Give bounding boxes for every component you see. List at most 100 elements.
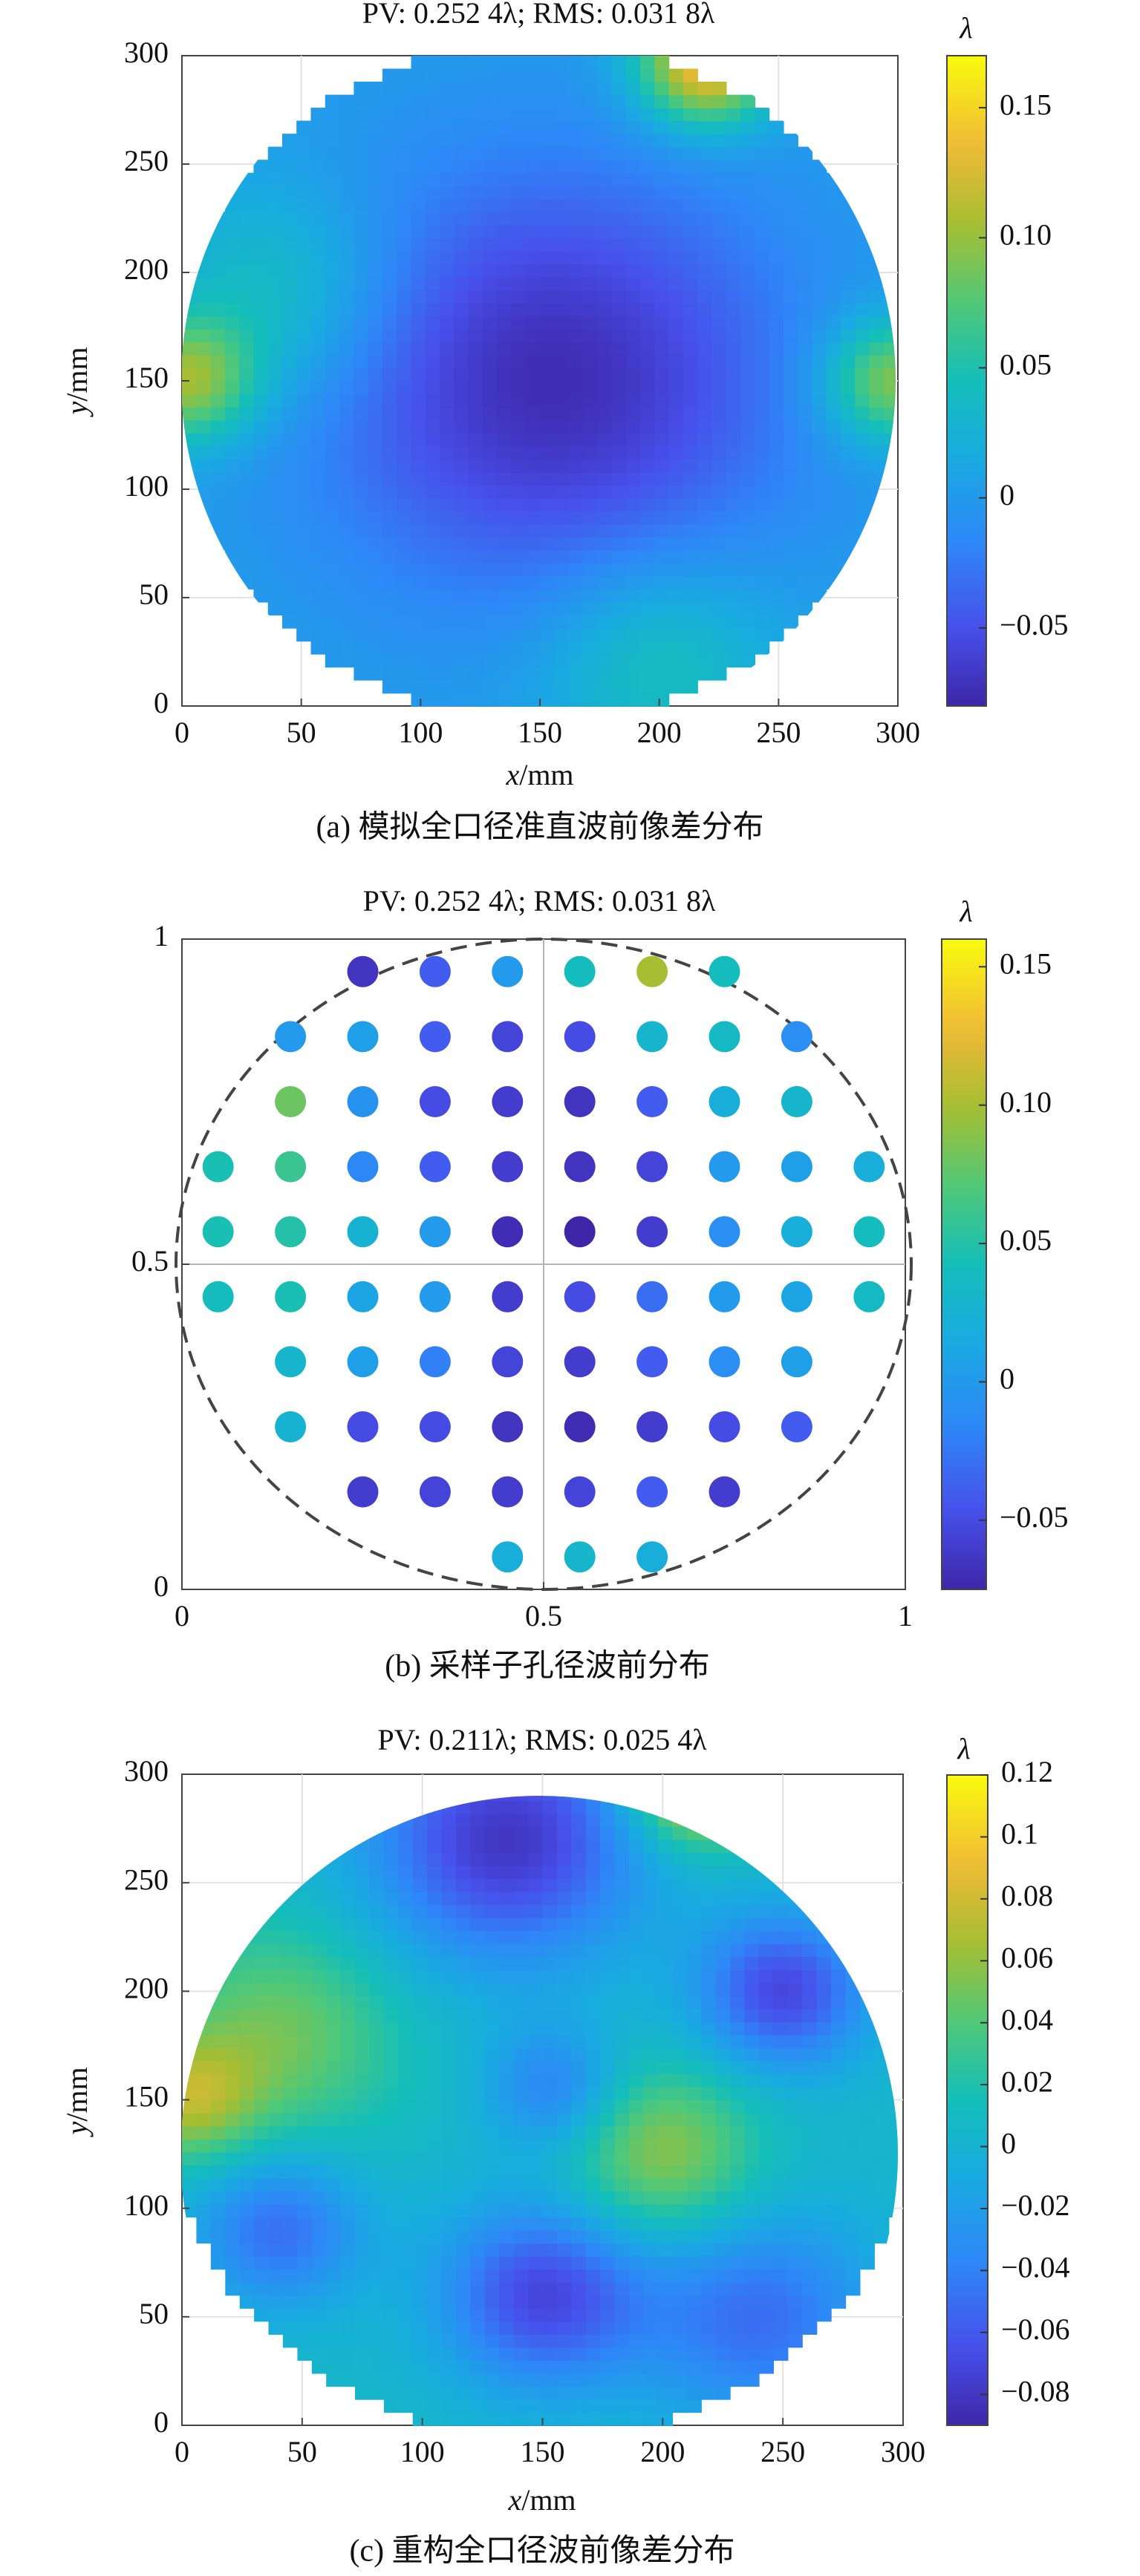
panel-a-field-cell xyxy=(511,680,527,694)
panel-a-field-cell xyxy=(654,160,670,174)
panel-a-field-cell xyxy=(554,302,570,317)
panel-a-field-cell xyxy=(468,94,483,108)
panel-a-field-cell xyxy=(755,485,770,499)
panel-c-field-cell xyxy=(470,2060,486,2075)
panel-a-field-cell xyxy=(711,355,727,369)
panel-a-field-cell xyxy=(310,341,326,356)
panel-c-field-cell xyxy=(787,2334,803,2348)
panel-a-field-cell xyxy=(339,108,355,122)
panel-a-y-tick-label: 150 xyxy=(124,361,169,394)
panel-a-field-cell xyxy=(625,575,641,590)
panel-a-field-cell xyxy=(597,497,613,511)
panel-a-field-cell xyxy=(339,615,355,629)
panel-a-field-cell xyxy=(582,302,598,317)
panel-c-field-cell xyxy=(210,2203,226,2218)
panel-c-field-cell xyxy=(528,1813,544,1827)
panel-a-field-cell xyxy=(697,120,713,134)
panel-a-field-cell xyxy=(711,198,727,212)
panel-c-field-cell xyxy=(802,2087,818,2101)
panel-c-field-cell xyxy=(513,1865,529,1880)
panel-a-field-cell xyxy=(582,316,598,330)
panel-a-field-cell xyxy=(253,445,269,460)
panel-c-field-cell xyxy=(326,1865,342,1880)
panel-c-x-tick-label: 250 xyxy=(760,2435,805,2468)
panel-a-field-cell xyxy=(267,198,283,212)
panel-c-field-cell xyxy=(816,2047,832,2062)
panel-c-field-cell xyxy=(254,2047,270,2062)
panel-a-field-cell xyxy=(597,693,613,707)
panel-c-field-cell xyxy=(369,1852,385,1866)
panel-c-field-cell xyxy=(369,2139,385,2153)
panel-c-field-cell xyxy=(383,1878,400,1892)
panel-c-x-tick-label: 0 xyxy=(175,2435,189,2468)
panel-c-field-cell xyxy=(340,1944,356,1958)
panel-a-field-cell xyxy=(525,497,541,511)
panel-a-field-cell xyxy=(826,367,841,382)
panel-a-field-cell xyxy=(540,198,556,212)
panel-c-field-cell xyxy=(427,2113,443,2127)
panel-c-field-cell xyxy=(600,1930,616,1944)
panel-a-field-cell xyxy=(411,549,426,564)
panel-a-field-cell xyxy=(440,419,455,434)
panel-a-field-cell xyxy=(354,212,369,226)
panel-c-field-cell xyxy=(758,2125,774,2139)
panel-a-field-cell xyxy=(425,56,440,70)
panel-c-field-cell xyxy=(528,2177,544,2191)
panel-c-field-cell xyxy=(456,2243,472,2257)
panel-c-field-cell xyxy=(513,2373,529,2387)
panel-a-field-cell xyxy=(325,212,340,226)
panel-c-field-cell xyxy=(614,1878,630,1892)
panel-c-field-cell xyxy=(225,2203,241,2218)
panel-c-field-cell xyxy=(441,2217,457,2231)
panel-a-field-cell xyxy=(554,120,570,134)
panel-c-field-cell xyxy=(355,1878,371,1892)
panel-a-field-cell xyxy=(325,497,340,511)
panel-c-field-cell xyxy=(513,1839,529,1853)
panel-a-field-cell xyxy=(711,407,727,421)
panel-c-field-cell xyxy=(845,2191,861,2205)
panel-c-field-cell xyxy=(816,2008,832,2022)
panel-c-field-cell xyxy=(686,2203,702,2218)
panel-a-field-cell xyxy=(855,485,870,499)
panel-a-field-cell xyxy=(683,523,698,537)
panel-b-subaperture-point xyxy=(709,1021,740,1053)
panel-a-field-cell xyxy=(525,186,541,200)
panel-c-field-cell xyxy=(398,2073,414,2088)
panel-b-x-tick-label: 1 xyxy=(898,1599,913,1632)
panel-a-field-cell xyxy=(468,537,483,551)
panel-a-field-cell xyxy=(726,393,741,408)
panel-c-field-cell xyxy=(571,2347,587,2361)
panel-a-field-cell xyxy=(755,238,770,252)
panel-a-field-cell xyxy=(755,290,770,304)
panel-c-field-cell xyxy=(657,2295,674,2309)
panel-c-field-cell xyxy=(441,2008,457,2022)
panel-c-field-cell xyxy=(282,2087,299,2101)
panel-c-field-cell xyxy=(571,2060,587,2075)
panel-c-field-cell xyxy=(456,2139,472,2153)
panel-a-field-cell xyxy=(339,186,355,200)
panel-c-field-cell xyxy=(297,2256,313,2270)
panel-c-field-cell xyxy=(643,2373,659,2387)
panel-c-field-cell xyxy=(672,1982,688,1996)
panel-c-field-cell xyxy=(297,1969,313,1984)
panel-a-field-cell xyxy=(611,108,627,122)
panel-a-field-cell xyxy=(454,94,469,108)
panel-a-field-cell xyxy=(812,367,827,382)
panel-c-field-cell xyxy=(528,2034,544,2049)
panel-c-field-cell xyxy=(326,2047,342,2062)
panel-b-subaperture-point xyxy=(853,1216,885,1248)
panel-a-field-cell xyxy=(740,407,755,421)
panel-c-field-cell xyxy=(614,1904,630,1918)
panel-b-title: PV: 0.252 4λ; RMS: 0.031 8λ xyxy=(363,884,716,918)
panel-a-field-cell xyxy=(726,186,741,200)
panel-a-field-cell xyxy=(640,641,656,655)
panel-a-field-cell xyxy=(425,68,440,82)
panel-c-field-cell xyxy=(816,2021,832,2036)
panel-c-field-cell xyxy=(715,2308,731,2322)
panel-c-field-cell xyxy=(528,2125,544,2139)
panel-c-field-cell xyxy=(787,1930,803,1944)
panel-c-field-cell xyxy=(614,2151,630,2165)
panel-a-field-cell xyxy=(440,381,455,395)
panel-c-field-cell xyxy=(643,2177,659,2191)
panel-a-field-cell xyxy=(568,393,584,408)
